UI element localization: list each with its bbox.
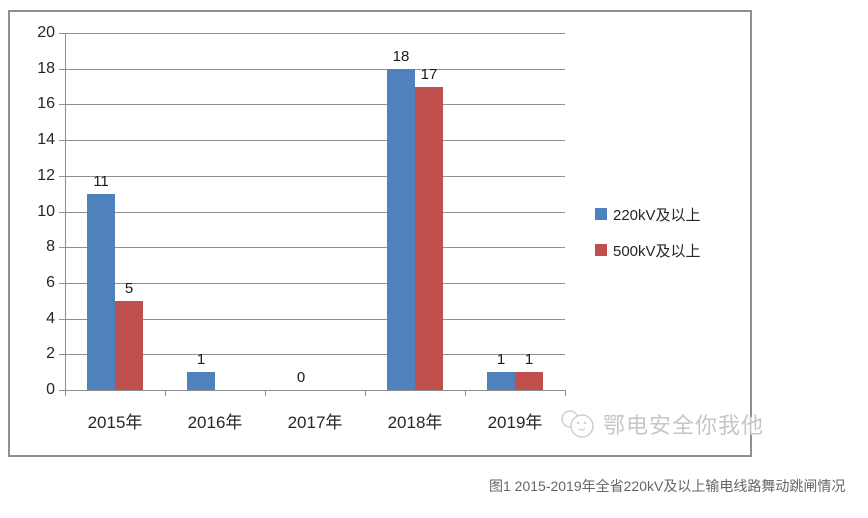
bar-220kV及以上-2018年 xyxy=(387,68,415,390)
bar-500kV及以上-2018年 xyxy=(415,86,443,390)
watermark-text: 鄂电安全你我他 xyxy=(603,413,765,438)
y-tick-label-10: 10 xyxy=(37,202,55,220)
gridline-y-14 xyxy=(65,140,565,142)
x-category-label: 2017年 xyxy=(287,413,343,432)
value-label-220kV及以上-2018年: 18 xyxy=(392,47,410,65)
y-tick-mark-8 xyxy=(59,247,65,249)
gridline-y-10 xyxy=(65,211,565,213)
y-tick-mark-12 xyxy=(59,175,65,177)
y-tick-label-2: 2 xyxy=(46,345,55,363)
value-label-500kV及以上-2019年: 1 xyxy=(524,351,534,369)
gridline-y-20 xyxy=(65,33,565,34)
gridline-y-12 xyxy=(65,175,565,177)
gridline-y-8 xyxy=(65,247,565,249)
value-label-220kV及以上-2017年: 0 xyxy=(296,369,306,386)
x-category-label: 2015年 xyxy=(87,413,143,432)
x-tick-mark-2 xyxy=(265,390,266,396)
legend: 220kV及以上 500kV及以上 xyxy=(595,204,701,276)
gridline-y-0 xyxy=(65,390,565,391)
x-tick-mark-0 xyxy=(65,390,66,396)
value-label-220kV及以上-2015年: 11 xyxy=(93,172,109,190)
x-tick-mark-1 xyxy=(165,390,166,396)
y-tick-mark-6 xyxy=(59,282,65,284)
value-label-500kV及以上-2018年: 17 xyxy=(420,65,438,83)
y-tick-label-0: 0 xyxy=(46,381,55,398)
y-tick-label-18: 18 xyxy=(37,59,55,77)
value-label-220kV及以上-2019年: 1 xyxy=(496,351,506,369)
watermark-logo-icon xyxy=(561,410,594,438)
watermark: 鄂电安全你我他 xyxy=(560,408,764,440)
gridline-y-2 xyxy=(65,354,565,356)
gridline-y-18 xyxy=(65,68,565,70)
y-tick-mark-4 xyxy=(59,318,65,320)
gridline-y-16 xyxy=(65,104,565,106)
value-label-220kV及以上-2016年: 1 xyxy=(196,351,206,369)
bar-500kV及以上-2015年 xyxy=(115,300,143,390)
legend-item-220kV及以上: 220kV及以上 xyxy=(595,204,701,224)
value-axis-line xyxy=(65,33,66,390)
bar-220kV及以上-2015年 xyxy=(87,193,115,390)
legend-label: 220kV及以上 xyxy=(613,206,701,224)
legend-swatch-icon xyxy=(595,208,607,220)
y-tick-mark-10 xyxy=(59,211,65,213)
y-tick-label-12: 12 xyxy=(37,166,55,184)
y-tick-label-4: 4 xyxy=(46,309,55,327)
y-tick-mark-2 xyxy=(59,354,65,356)
bar-500kV及以上-2019年 xyxy=(515,372,543,390)
y-tick-mark-20 xyxy=(59,33,65,34)
y-tick-mark-0 xyxy=(59,390,65,391)
figure-caption: 图1 2015-2019年全省220kV及以上输电线路舞动跳闸情况 xyxy=(489,478,846,494)
plot-area: 20 18 16 14 12 10 8 6 4 2 0 2015年 11 5 2016年 1 2017年 0 201… xyxy=(10,12,750,455)
x-tick-mark-3 xyxy=(365,390,366,396)
y-tick-label-14: 14 xyxy=(37,131,55,149)
gridline-y-4 xyxy=(65,318,565,320)
y-tick-label-16: 16 xyxy=(37,95,55,113)
x-category-label: 2019年 xyxy=(487,413,543,432)
legend-label: 500kV及以上 xyxy=(613,242,701,260)
gridline-y-6 xyxy=(65,282,565,284)
legend-swatch-icon xyxy=(595,244,607,256)
y-tick-label-6: 6 xyxy=(46,273,55,291)
y-tick-mark-18 xyxy=(59,68,65,70)
x-tick-mark-5 xyxy=(565,390,566,396)
x-category-label: 2018年 xyxy=(387,413,443,432)
y-tick-mark-14 xyxy=(59,140,65,142)
bar-220kV及以上-2016年 xyxy=(187,372,215,390)
legend-item-500kV及以上: 500kV及以上 xyxy=(595,240,701,260)
bar-220kV及以上-2019年 xyxy=(487,372,515,390)
value-label-500kV及以上-2015年: 5 xyxy=(124,279,134,297)
x-tick-mark-4 xyxy=(465,390,466,396)
y-tick-label-8: 8 xyxy=(46,238,55,256)
y-tick-mark-16 xyxy=(59,104,65,106)
x-category-label: 2016年 xyxy=(187,413,243,432)
y-tick-label-20: 20 xyxy=(37,24,55,41)
chart-frame: 20 18 16 14 12 10 8 6 4 2 0 2015年 11 5 2016年 1 2017年 0 201… xyxy=(8,10,763,457)
